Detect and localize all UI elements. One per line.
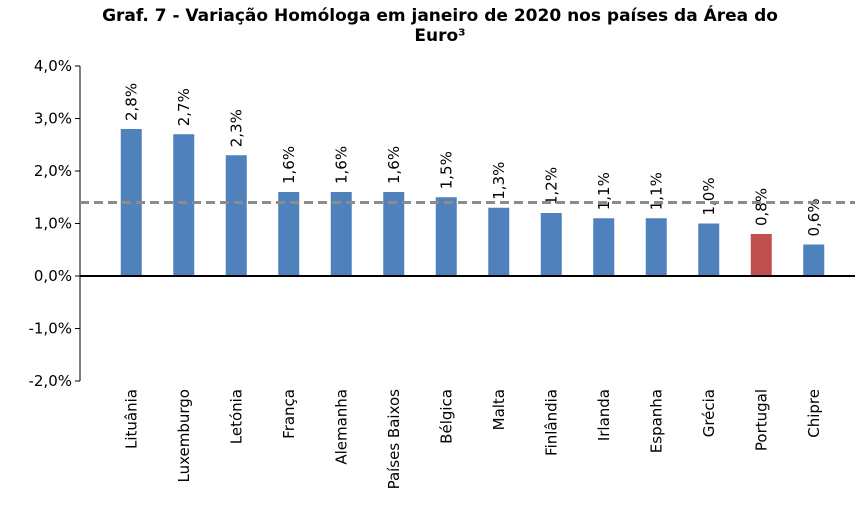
bar — [540, 213, 562, 276]
bar — [225, 155, 247, 276]
x-tick-label: Luxemburgo — [175, 389, 193, 483]
x-tick-label: Portugal — [752, 389, 770, 451]
y-tick-label: -1,0% — [28, 320, 72, 338]
value-label: 1,1% — [647, 172, 665, 210]
x-tick-label: França — [280, 389, 298, 439]
value-label: 1,1% — [595, 172, 613, 210]
x-tick-label: Letónia — [227, 389, 245, 444]
x-tick-label: Irlanda — [595, 389, 613, 441]
value-label: 1,2% — [542, 167, 560, 205]
bar — [173, 134, 195, 276]
y-tick-label: 1,0% — [34, 215, 72, 233]
x-tick-label: Alemanha — [332, 389, 350, 465]
value-label: 2,7% — [175, 88, 193, 126]
y-tick-label: 0,0% — [34, 267, 72, 285]
value-label: 1,6% — [280, 146, 298, 184]
value-label: 1,0% — [700, 177, 718, 215]
bar — [698, 223, 720, 276]
x-tick-label: Grécia — [700, 389, 718, 437]
value-label: 0,8% — [752, 188, 770, 226]
y-tick-label: 3,0% — [34, 110, 72, 128]
y-tick-label: 4,0% — [34, 57, 72, 75]
bar — [330, 192, 352, 276]
value-label: 0,6% — [805, 198, 823, 236]
value-label: 1,6% — [332, 146, 350, 184]
bar — [120, 129, 142, 276]
x-tick-label: Finlândia — [542, 389, 560, 456]
bar — [645, 218, 667, 276]
x-tick-label: Espanha — [647, 389, 665, 453]
value-label: 2,8% — [122, 83, 140, 121]
bar — [593, 218, 615, 276]
value-label: 1,5% — [437, 151, 455, 189]
x-tick-label: Lituânia — [122, 389, 140, 449]
bar — [278, 192, 300, 276]
value-label: 1,3% — [490, 162, 508, 200]
y-tick-label: -2,0% — [28, 372, 72, 390]
chart-title: Graf. 7 - Variação Homóloga em janeiro d… — [102, 6, 778, 46]
x-tick-label: Malta — [490, 389, 508, 430]
value-label: 1,6% — [385, 146, 403, 184]
y-tick-label: 2,0% — [34, 162, 72, 180]
bar — [803, 244, 825, 276]
x-tick-label: Países Baixos — [385, 389, 403, 490]
x-tick-label: Chipre — [805, 389, 823, 438]
x-tick-label: Bélgica — [437, 389, 455, 444]
bar — [435, 197, 457, 276]
bar — [750, 234, 772, 276]
bar — [383, 192, 405, 276]
value-label: 2,3% — [227, 109, 245, 147]
bar — [488, 207, 510, 276]
